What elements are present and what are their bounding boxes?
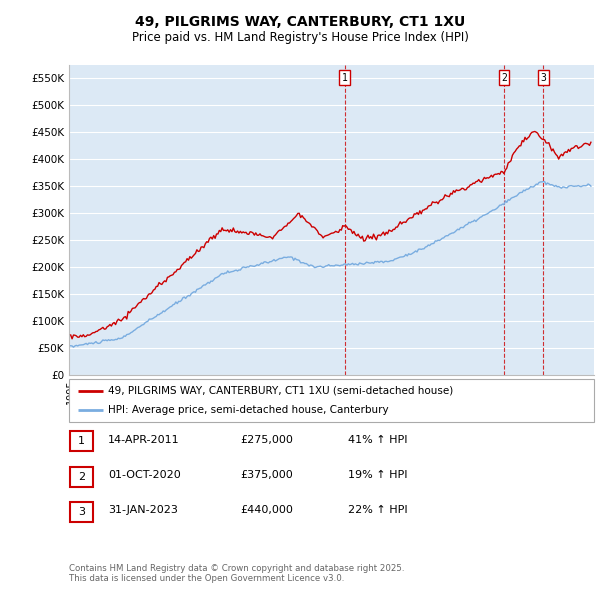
Text: £275,000: £275,000 bbox=[240, 435, 293, 444]
Text: HPI: Average price, semi-detached house, Canterbury: HPI: Average price, semi-detached house,… bbox=[109, 405, 389, 415]
Text: 49, PILGRIMS WAY, CANTERBURY, CT1 1XU (semi-detached house): 49, PILGRIMS WAY, CANTERBURY, CT1 1XU (s… bbox=[109, 386, 454, 396]
Text: 2: 2 bbox=[78, 472, 85, 481]
Text: Contains HM Land Registry data © Crown copyright and database right 2025.
This d: Contains HM Land Registry data © Crown c… bbox=[69, 563, 404, 583]
Text: 2: 2 bbox=[501, 73, 507, 83]
Text: 14-APR-2011: 14-APR-2011 bbox=[108, 435, 179, 444]
Text: 41% ↑ HPI: 41% ↑ HPI bbox=[348, 435, 407, 444]
Text: 01-OCT-2020: 01-OCT-2020 bbox=[108, 470, 181, 480]
Text: 49, PILGRIMS WAY, CANTERBURY, CT1 1XU: 49, PILGRIMS WAY, CANTERBURY, CT1 1XU bbox=[135, 15, 465, 29]
Text: £375,000: £375,000 bbox=[240, 470, 293, 480]
Text: 31-JAN-2023: 31-JAN-2023 bbox=[108, 506, 178, 515]
Text: 1: 1 bbox=[78, 437, 85, 446]
Text: £440,000: £440,000 bbox=[240, 506, 293, 515]
Text: 3: 3 bbox=[78, 507, 85, 517]
Text: Price paid vs. HM Land Registry's House Price Index (HPI): Price paid vs. HM Land Registry's House … bbox=[131, 31, 469, 44]
Text: 3: 3 bbox=[540, 73, 546, 83]
Text: 1: 1 bbox=[341, 73, 347, 83]
Text: 22% ↑ HPI: 22% ↑ HPI bbox=[348, 506, 407, 515]
Text: 19% ↑ HPI: 19% ↑ HPI bbox=[348, 470, 407, 480]
